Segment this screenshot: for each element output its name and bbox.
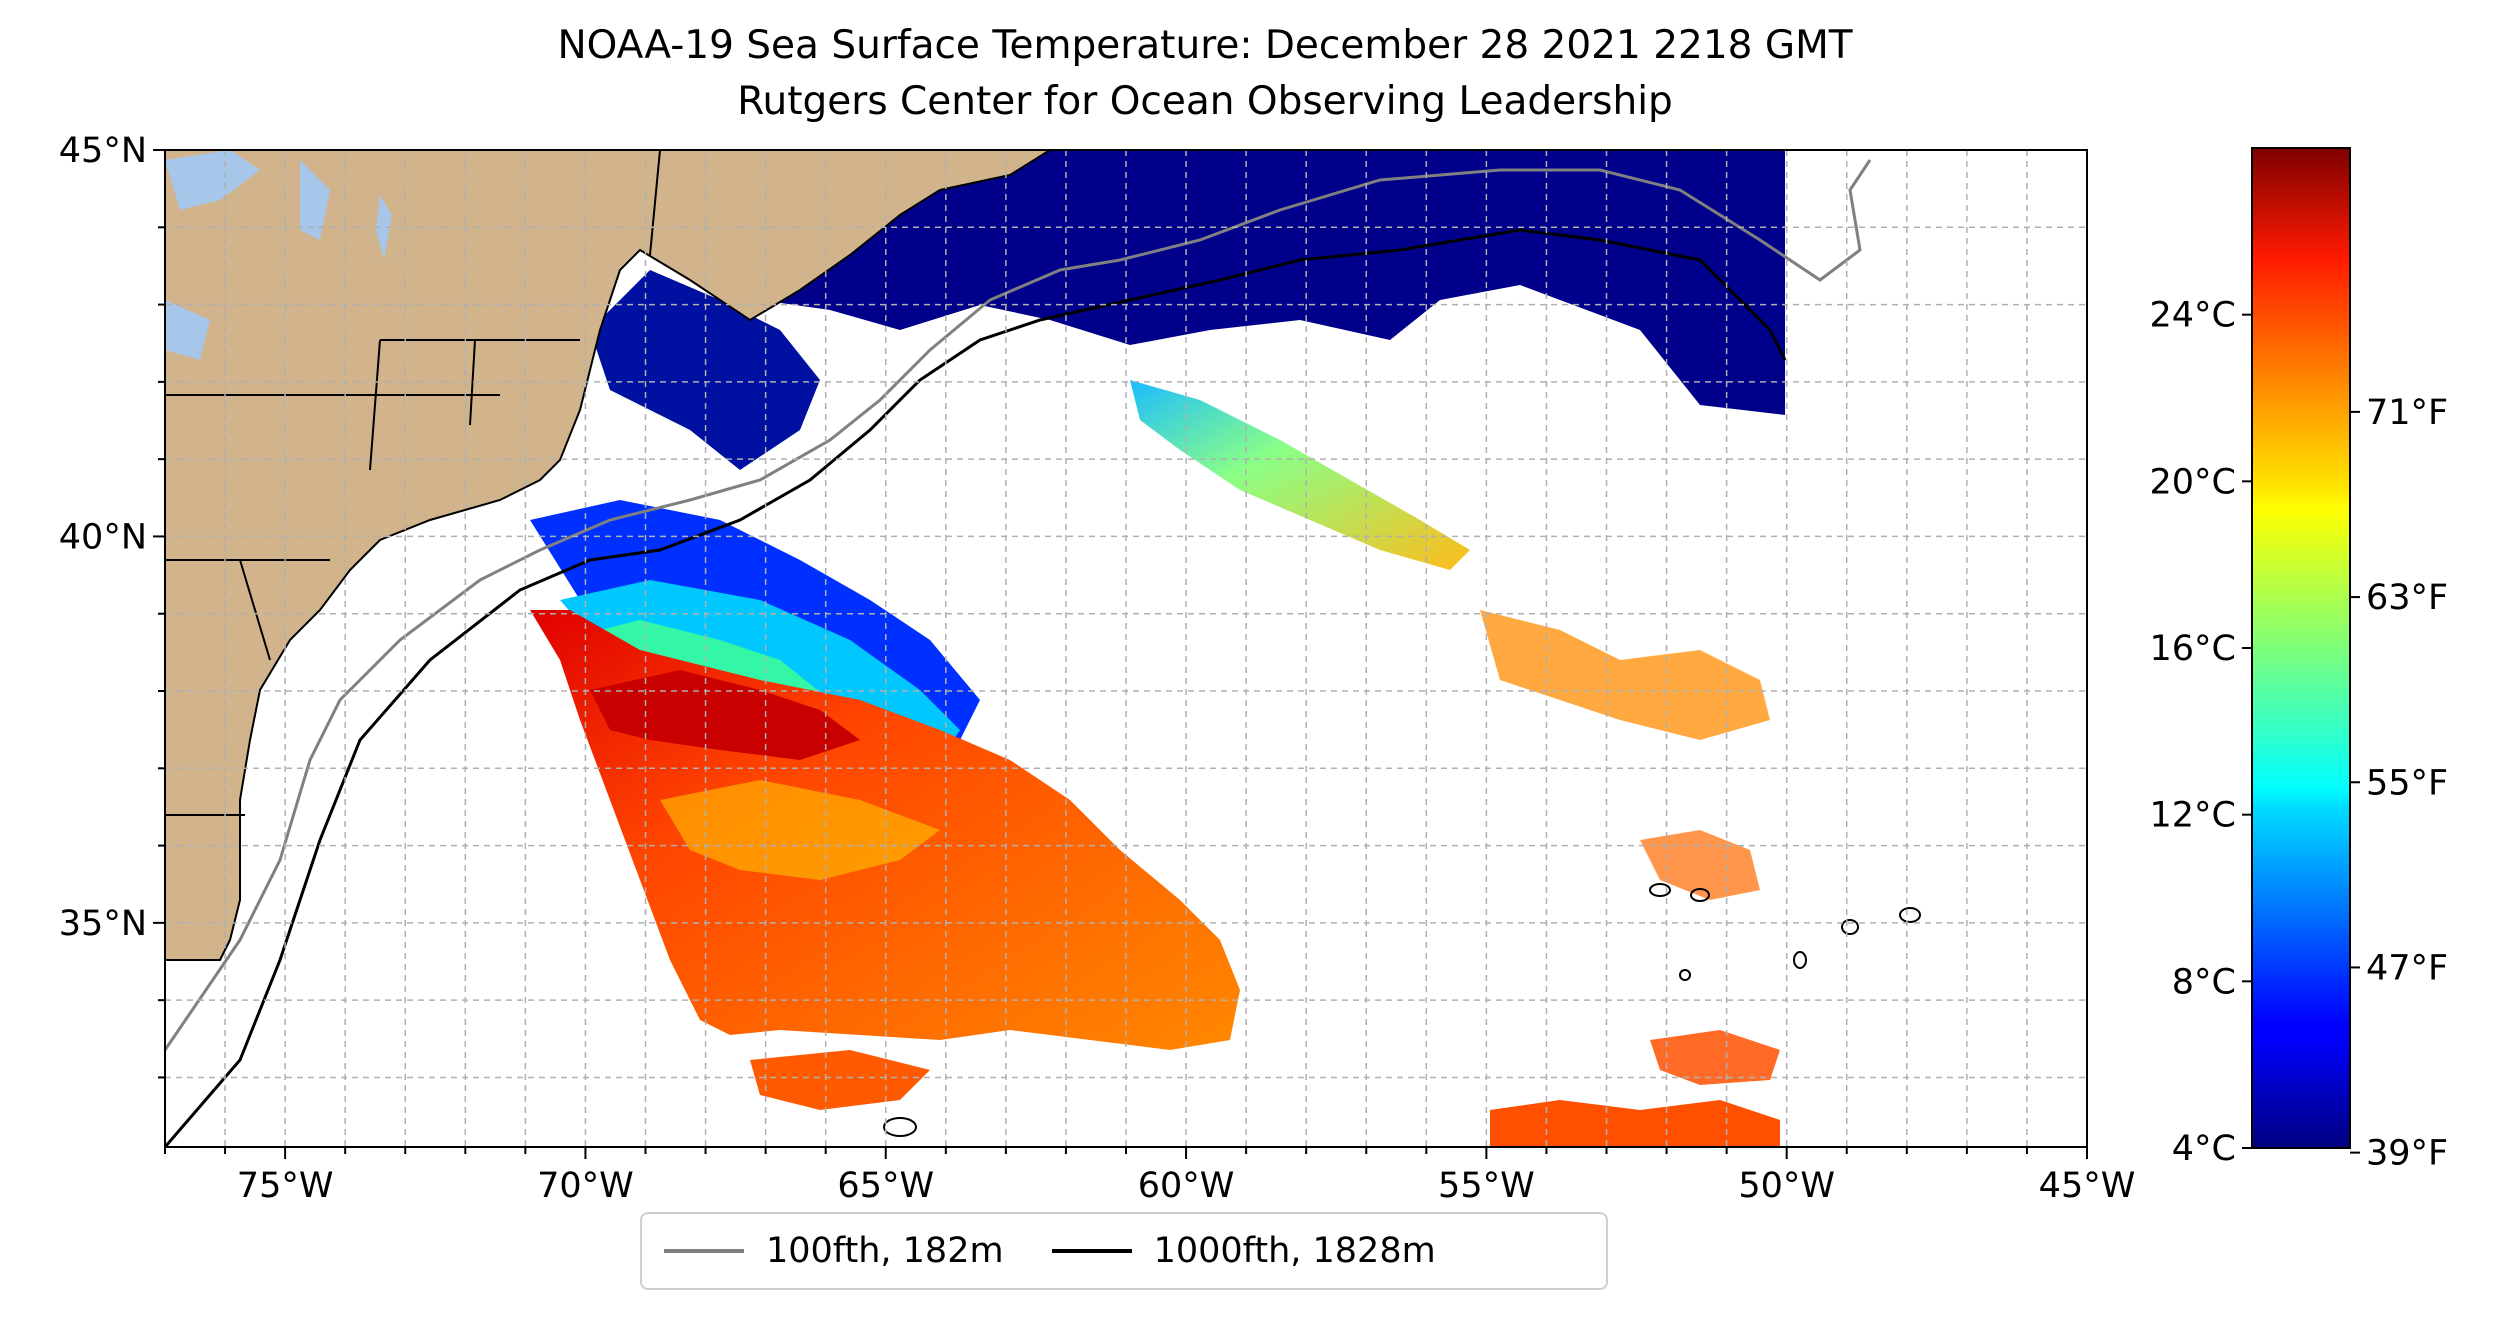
x-tick-label: 50°W <box>1738 1166 1835 1206</box>
legend: 100fth, 182m 1000fth, 1828m <box>640 1212 1608 1290</box>
gridlines <box>165 150 2087 1147</box>
x-tick-label: 45°W <box>2039 1166 2136 1206</box>
legend-swatch-1000fth <box>1051 1249 1132 1253</box>
x-tick-label: 70°W <box>537 1166 634 1206</box>
colorbar-celsius-label: 4°C <box>2172 1129 2236 1169</box>
seamount-contours <box>883 883 1921 1137</box>
legend-entry-1000fth: 1000fth, 1828m <box>1051 1231 1436 1271</box>
legend-entry-100fth: 100fth, 182m <box>664 1231 1004 1271</box>
cold-water-region <box>700 150 1785 415</box>
chart-subtitle: Rutgers Center for Ocean Observing Leade… <box>737 79 1673 124</box>
warm-patch-far-south <box>1490 1100 1780 1147</box>
colorbar-fahrenheit-label: 71°F <box>2366 393 2448 433</box>
x-tick-label: 55°W <box>1438 1166 1535 1206</box>
warm-speckles-southeast <box>1640 830 1760 900</box>
colorbar <box>2251 147 2351 1149</box>
warm-core-dark <box>590 670 860 760</box>
colorbar-celsius-label: 12°C <box>2150 796 2236 836</box>
warm-patch-yellow <box>660 780 940 880</box>
isobath-1000fth-line <box>165 228 1787 1147</box>
axis-ticks: 75°W 70°W 65°W 60°W 55°W 50°W 45°W 35°N 40°N 45°N <box>59 131 2136 1206</box>
land-north-america <box>165 150 1052 961</box>
y-tick-label: 45°N <box>59 131 147 171</box>
colorbar-celsius-label: 8°C <box>2172 962 2236 1002</box>
colorbar-fahrenheit-label: 47°F <box>2366 948 2448 988</box>
legend-label-100fth: 100fth, 182m <box>766 1231 1004 1271</box>
warm-patch-south <box>750 1050 930 1110</box>
x-tick-label: 75°W <box>237 1166 334 1206</box>
legend-label-1000fth: 1000fth, 1828m <box>1153 1231 1436 1271</box>
state-borders <box>165 150 661 816</box>
chart-title: NOAA-19 Sea Surface Temperature: Decembe… <box>557 23 1853 68</box>
y-tick-label: 35°N <box>59 904 147 944</box>
colorbar-fahrenheit-label: 55°F <box>2366 763 2448 803</box>
legend-swatch-100fth <box>664 1249 744 1253</box>
colorbar-fahrenheit-label: 39°F <box>2366 1134 2448 1174</box>
lakes <box>165 150 392 360</box>
warm-patch-bottom-right <box>1650 1030 1780 1085</box>
colorbar-ticks: 4°C 8°C 12°C 16°C 20°C 24°C 39°F 47°F 55°F 63°F 71… <box>2150 296 2449 1174</box>
x-tick-label: 65°W <box>837 1166 934 1206</box>
colorbar-celsius-label: 20°C <box>2150 462 2236 502</box>
y-tick-label: 40°N <box>59 517 147 557</box>
colorbar-fahrenheit-label: 63°F <box>2366 578 2448 618</box>
frontal-filament <box>1130 380 1470 570</box>
x-tick-label: 60°W <box>1138 1166 1235 1206</box>
map-area <box>165 150 2087 1147</box>
colorbar-celsius-label: 24°C <box>2150 296 2236 336</box>
colorbar-celsius-label: 16°C <box>2150 629 2236 669</box>
warm-speckles-east <box>1480 610 1770 740</box>
isobath-100fth-line <box>165 159 1872 1051</box>
